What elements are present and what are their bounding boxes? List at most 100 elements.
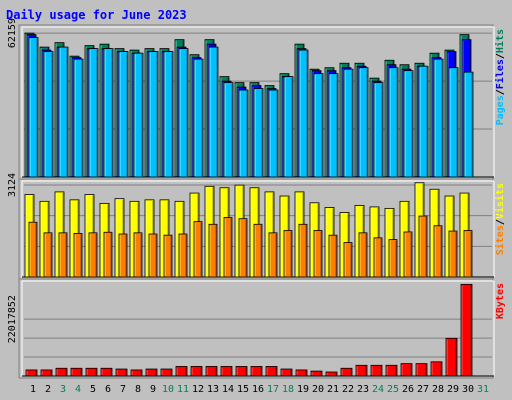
pages-bar — [193, 58, 204, 178]
bottom-max-label: 22017852 — [7, 295, 18, 343]
day-label: 3 — [60, 384, 66, 395]
kbytes-bar — [55, 367, 68, 377]
sites-bar — [433, 225, 443, 278]
kbytes-bar — [370, 364, 383, 377]
pages-bar — [148, 51, 159, 178]
legend-files: Files — [494, 59, 506, 89]
kbytes-bar — [100, 367, 113, 377]
sites-bar — [193, 221, 203, 278]
pages-bar — [253, 88, 264, 178]
day-label: 31 — [477, 384, 489, 395]
kbytes-bar — [430, 361, 443, 377]
kbytes-bar — [280, 368, 293, 377]
kbytes-bar — [115, 368, 128, 377]
middle-legend: Sites/Visits — [494, 183, 506, 255]
day-label: 13 — [207, 384, 219, 395]
sites-bar — [58, 232, 68, 278]
pages-bar — [463, 71, 474, 178]
pages-bar — [328, 73, 339, 178]
kbytes-bar — [25, 369, 38, 377]
sites-bar — [88, 232, 98, 278]
sites-bar — [103, 231, 113, 278]
sites-bar — [358, 232, 368, 278]
pages-bar — [343, 68, 354, 178]
pages-bar — [283, 76, 294, 178]
pages-bar — [103, 48, 114, 178]
day-label: 26 — [402, 384, 414, 395]
kbytes-bar — [460, 283, 473, 377]
pages-bar — [268, 89, 279, 178]
kbytes-bar — [160, 368, 173, 377]
sites-bar — [238, 218, 248, 278]
pages-bar — [448, 67, 459, 178]
kbytes-bar — [145, 368, 158, 377]
sites-bar — [73, 233, 83, 278]
pages-bar — [313, 73, 324, 178]
sites-bar — [343, 242, 353, 278]
kbytes-bar — [205, 366, 218, 377]
kbytes-bar — [295, 369, 308, 377]
day-label: 25 — [387, 384, 399, 395]
kbytes-bar — [445, 337, 458, 377]
pages-bar — [388, 67, 399, 178]
day-label: 24 — [372, 384, 384, 395]
day-label: 21 — [327, 384, 339, 395]
kbytes-bar — [310, 370, 323, 377]
pages-bar — [223, 82, 234, 178]
kbytes-bar — [40, 369, 53, 377]
pages-bar — [358, 67, 369, 178]
kbytes-bar — [220, 366, 233, 377]
legend-visits: Visits — [494, 183, 506, 219]
pages-bar — [433, 58, 444, 178]
kbytes-bar — [400, 363, 413, 377]
legend-pages: Pages — [495, 95, 506, 125]
kbytes-bar — [265, 366, 278, 377]
sites-bar — [178, 233, 188, 278]
pages-bar — [418, 65, 429, 178]
sites-bar — [163, 234, 173, 278]
day-label: 12 — [192, 384, 204, 395]
pages-bar — [208, 46, 219, 178]
bottom-legend: KBytes — [495, 283, 506, 319]
sites-bar — [388, 239, 398, 278]
sites-bar — [328, 234, 338, 278]
sites-bar — [298, 223, 308, 278]
day-label: 19 — [297, 384, 309, 395]
sites-bar — [313, 230, 323, 278]
legend-hits: Hits — [494, 29, 506, 53]
pages-bar — [43, 51, 54, 178]
kbytes-bar — [190, 366, 203, 377]
chart-title: Daily usage for June 2023 — [6, 8, 187, 22]
pages-bar — [133, 52, 144, 178]
sites-bar — [463, 230, 473, 278]
kbytes-bar — [130, 369, 143, 377]
day-label: 5 — [90, 384, 96, 395]
sites-bar — [118, 233, 128, 278]
day-label: 6 — [105, 384, 111, 395]
day-label: 7 — [120, 384, 126, 395]
pages-bar — [238, 89, 249, 178]
top-panel: 62159 Pages/Files/Hits — [7, 18, 506, 180]
sites-bar — [268, 232, 278, 278]
kbytes-bar — [175, 366, 188, 377]
kbytes-bar — [355, 364, 368, 377]
day-label: 18 — [282, 384, 294, 395]
pages-bar — [88, 48, 99, 178]
day-label: 14 — [222, 384, 234, 395]
sites-bar — [283, 230, 293, 278]
pages-bar — [373, 82, 384, 178]
kbytes-bar — [235, 366, 248, 377]
kbytes-bar — [85, 367, 98, 377]
sites-bar — [253, 223, 263, 278]
day-label: 11 — [177, 384, 189, 395]
top-legend: Pages/Files/Hits — [494, 29, 506, 125]
sites-bar — [148, 233, 158, 278]
sites-bar — [448, 230, 458, 278]
sites-bar — [373, 237, 383, 278]
legend-kbytes: KBytes — [495, 283, 506, 319]
day-label: 29 — [447, 384, 459, 395]
sites-bar — [403, 231, 413, 278]
kbytes-bar — [415, 363, 428, 377]
pages-bar — [163, 51, 174, 178]
sites-bar — [208, 223, 218, 278]
